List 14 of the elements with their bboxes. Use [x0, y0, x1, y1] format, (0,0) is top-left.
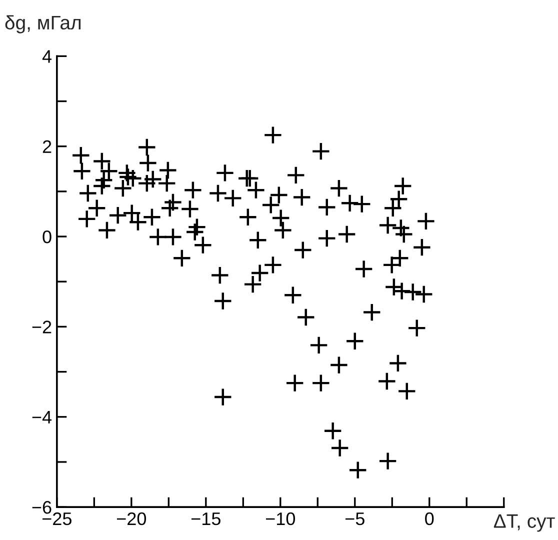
x-tick-label: −15 [191, 512, 220, 526]
x-tick-label: 0 [425, 512, 434, 526]
y-tick-label: 4 [42, 50, 52, 63]
y-tick-label: −2 [32, 320, 52, 334]
x-tick-label: −20 [116, 512, 146, 526]
y-axis-title: δg, мГал [5, 15, 81, 34]
x-tick-label: −5 [345, 512, 364, 526]
x-tick-label: −25 [42, 512, 72, 526]
x-axis-title: ΔT, сут [494, 514, 555, 532]
y-tick-label: −4 [32, 411, 52, 424]
y-tick-label: 2 [42, 140, 52, 153]
y-tick-label: −6 [32, 500, 52, 514]
x-tick-label: −10 [266, 512, 296, 526]
y-tick-label: 0 [42, 230, 52, 244]
